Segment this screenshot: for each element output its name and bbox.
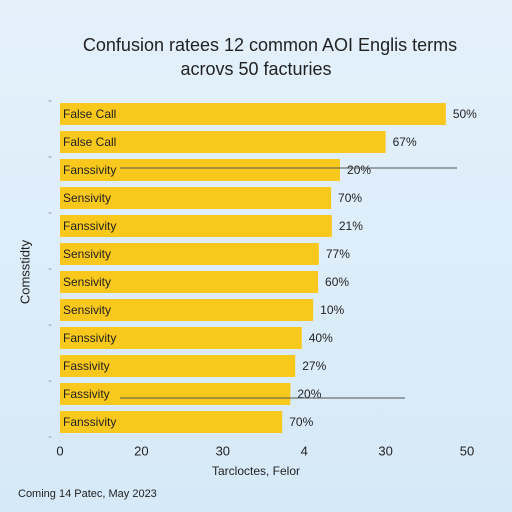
bar-label: False Call <box>63 135 116 149</box>
bar <box>60 327 302 349</box>
bar <box>60 355 296 377</box>
x-tick-label: 20 <box>134 443 148 458</box>
bar <box>60 215 332 237</box>
bar-label: Fanssivity <box>63 331 116 345</box>
bar-label: Sensivity <box>63 191 111 205</box>
bar <box>60 131 386 153</box>
bar-annotation: 10% <box>320 303 344 317</box>
bar <box>60 187 332 209</box>
bar-annotation: 20% <box>297 387 321 401</box>
bar-label: Sensivity <box>63 247 111 261</box>
chart-title: Confusion ratees 12 common AOI Englis te… <box>83 35 457 55</box>
x-tick-label: 50 <box>460 443 474 458</box>
bar-label: Sensivity <box>63 275 111 289</box>
y-axis-label: Comsstidty <box>17 239 32 304</box>
bar-annotation: 27% <box>302 359 326 373</box>
footer: Coming 14 Patec, May 2023 <box>18 488 157 500</box>
bar <box>60 159 341 181</box>
bar-label: Fanssivity <box>63 415 116 429</box>
x-tick-label: 4 <box>301 443 308 458</box>
bar-annotation: 70% <box>338 191 362 205</box>
bar-annotation: 20% <box>347 163 371 177</box>
bar-annotation: 21% <box>339 219 363 233</box>
bar-label: False Call <box>63 107 116 121</box>
bar <box>60 383 291 405</box>
bar-label: Fanssivity <box>63 163 116 177</box>
bar-annotation: 50% <box>453 107 477 121</box>
bar-annotation: 70% <box>289 415 313 429</box>
bar <box>60 271 319 293</box>
bar <box>60 103 446 125</box>
bar-label: Sensivity <box>63 303 111 317</box>
bar-annotation: 67% <box>393 135 417 149</box>
bar-annotation: 77% <box>326 247 350 261</box>
bar <box>60 299 314 321</box>
x-tick-label: 30 <box>216 443 230 458</box>
bar <box>60 411 283 433</box>
bar-label: Fanssivity <box>63 219 116 233</box>
x-tick-label: 0 <box>56 443 63 458</box>
bar <box>60 243 319 265</box>
bar-annotation: 40% <box>309 331 333 345</box>
x-tick-label: 30 <box>378 443 392 458</box>
bar-annotation: 60% <box>325 275 349 289</box>
bar-label: Fassivity <box>63 359 110 373</box>
x-axis-label: Tarcloctes, Felor <box>212 464 300 478</box>
bar-label: Fassivity <box>63 387 110 401</box>
chart-title: acrovs 50 facturies <box>180 59 331 79</box>
